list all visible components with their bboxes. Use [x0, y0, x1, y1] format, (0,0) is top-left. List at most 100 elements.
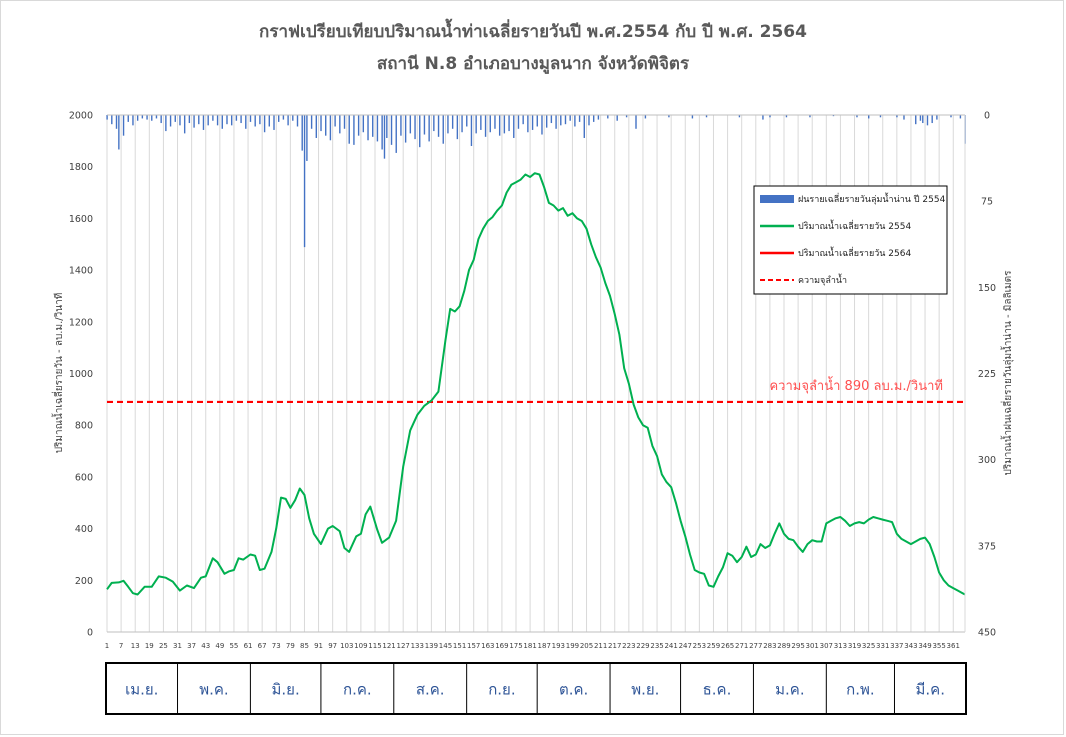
rain-bar: [461, 115, 463, 133]
x-tick-label: 7: [119, 642, 123, 650]
x-tick-label: 13: [131, 642, 140, 650]
legend-box: [753, 185, 948, 295]
rain-bar: [832, 115, 835, 117]
flow-line-2554: [106, 172, 966, 596]
x-tick-label: 187: [538, 642, 551, 650]
y2-tick-label: 450: [978, 628, 996, 639]
legend: ฝนรายเฉลี่ยรายวันลุ่มน้ำน่าน ปี 2554 ปริม…: [753, 185, 948, 295]
y-tick-label: 1200: [69, 317, 93, 328]
rain-bar: [475, 115, 477, 134]
x-tick-label: 127: [396, 642, 409, 650]
x-tick-label: 217: [608, 642, 621, 650]
rain-bar: [334, 115, 336, 127]
x-tick-label: 349: [918, 642, 931, 650]
rain-bar: [498, 115, 501, 136]
rain-bar: [273, 115, 275, 130]
rain-bar: [221, 115, 223, 129]
x-tick-label: 241: [664, 642, 677, 650]
rain-bar: [263, 115, 266, 133]
month-table: เม.ย. พ.ค. มิ.ย. ก.ค. ส.ค. ก.ย. ต.ค. พ.ย. ธ.ค. ม.…: [105, 662, 967, 715]
rain-bar: [183, 115, 186, 134]
x-tick-label: 331: [876, 642, 889, 650]
x-tick-label: 253: [693, 642, 706, 650]
rain-bar: [207, 115, 209, 126]
y-tick-label: 1000: [69, 369, 93, 380]
x-tick-label: 229: [636, 642, 649, 650]
rain-bar: [583, 115, 585, 138]
rain-bar: [395, 115, 397, 153]
rain-bar: [442, 115, 444, 144]
y2-tick-label: 0: [984, 111, 990, 122]
y2-tick-label: 225: [978, 369, 996, 380]
legend-label: ฝนรายเฉลี่ยรายวันลุ่มน้ำน่าน ปี 2554: [798, 192, 946, 205]
rain-bar: [357, 115, 360, 136]
rain-bar: [423, 115, 426, 135]
rain-bar: [527, 115, 529, 133]
rain-bar: [668, 115, 670, 118]
rain-bar: [287, 115, 289, 126]
rain-bar: [111, 115, 113, 125]
rain-bar: [315, 115, 318, 138]
rain-bar: [376, 115, 379, 142]
x-tick-label: 181: [523, 642, 536, 650]
rain-bar: [362, 115, 365, 133]
chart-subtitle: สถานี N.8 อำเภอบางมูลนาก จังหวัดพิจิตร: [377, 53, 690, 75]
x-tick-label: 121: [382, 642, 395, 650]
rain-bar: [230, 115, 233, 126]
month-label: ก.ย.: [488, 681, 515, 699]
month-label: ต.ค.: [559, 681, 588, 699]
month-label: ม.ค.: [775, 681, 804, 699]
rain-bar: [390, 115, 393, 145]
x-tick-label: 235: [650, 642, 663, 650]
rain-bar: [738, 115, 741, 118]
month-label: ส.ค.: [416, 681, 445, 699]
rain-bar: [903, 115, 905, 120]
rain-bar: [428, 115, 430, 142]
x-tick-label: 49: [215, 642, 224, 650]
rain-bar: [179, 115, 181, 126]
rain-bar: [691, 115, 694, 119]
rain-bar: [329, 115, 332, 141]
rain-bar: [959, 115, 962, 119]
x-tick-label: 61: [244, 642, 253, 650]
y2-tick-label: 300: [978, 455, 996, 466]
rain-bar: [480, 115, 482, 130]
x-tick-label: 199: [566, 642, 579, 650]
x-tick-label: 55: [229, 642, 238, 650]
rain-bar: [301, 115, 303, 151]
x-tick-label: 319: [848, 642, 861, 650]
x-tick-label: 37: [187, 642, 196, 650]
rain-bar: [188, 115, 191, 124]
x-tick-label: 145: [439, 642, 452, 650]
rain-bar: [381, 115, 383, 150]
y-tick-label: 1600: [69, 214, 93, 225]
y-tick-label: 800: [75, 421, 93, 432]
rain-bar: [259, 115, 261, 125]
y2-tick-label: 150: [978, 283, 996, 294]
x-tick-label: 103: [340, 642, 353, 650]
rain-bar: [531, 115, 534, 130]
rain-bar: [635, 115, 637, 129]
x-tick-label: 85: [300, 642, 309, 650]
rain-bar: [155, 115, 158, 119]
month-table-border: [105, 662, 967, 715]
rain-bar: [372, 115, 374, 137]
rain-bar: [926, 115, 929, 126]
month-label: พ.ค.: [199, 681, 228, 699]
x-tick-label: 193: [552, 642, 565, 650]
rain-bar: [310, 115, 313, 129]
x-tick-label: 1: [105, 642, 109, 650]
y2-tick-label: 75: [981, 197, 993, 208]
month-label: ธ.ค.: [703, 681, 732, 699]
x-tick-label: 259: [707, 642, 720, 650]
rain-bar: [879, 115, 882, 118]
rain-bar: [484, 115, 487, 137]
rain-bar: [522, 115, 524, 125]
rain-bar: [588, 115, 590, 126]
legend-label: ปริมาณน้ำเฉลี่ยรายวัน 2564: [798, 246, 911, 259]
y-tick-label: 2000: [69, 111, 93, 122]
x-tick-label: 25: [159, 642, 168, 650]
rain-bar: [489, 115, 491, 133]
